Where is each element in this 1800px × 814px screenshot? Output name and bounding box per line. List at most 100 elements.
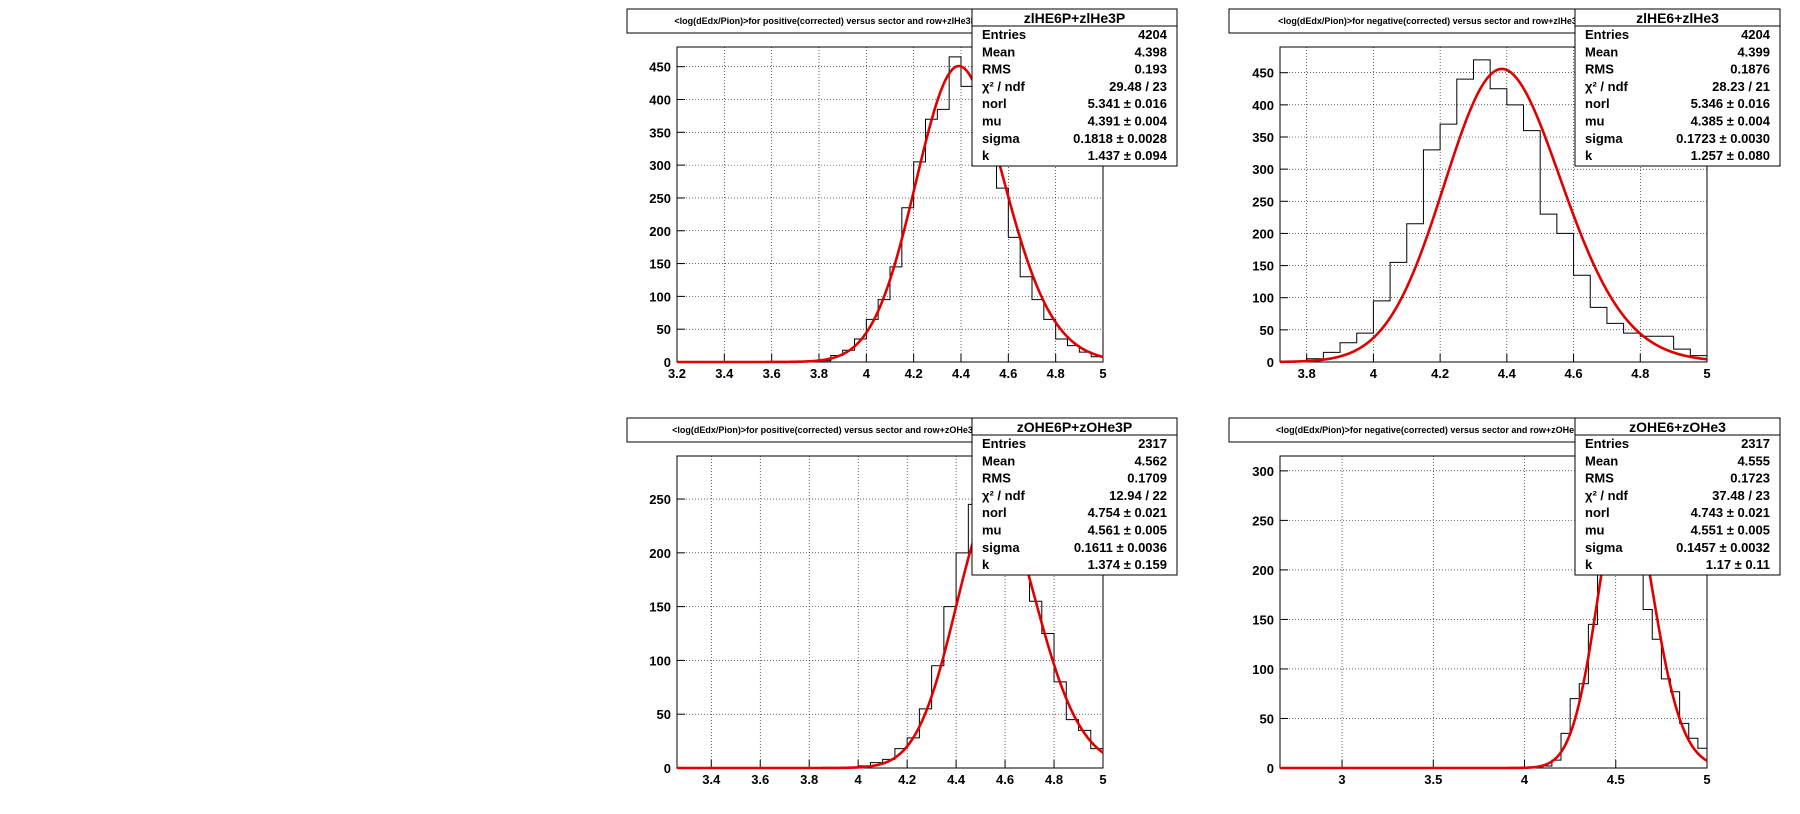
fit-curve [677,500,1104,770]
x-tick-label: 4.8 [1631,366,1649,381]
stats-title: zlHE6P+zlHe3P [1024,10,1126,26]
x-tick-label: 5 [1703,772,1710,787]
x-tick-label: 4.4 [947,772,966,787]
stats-label: Entries [1585,436,1629,451]
stats-value: 4204 [1741,27,1771,42]
stats-value: 0.1723 ± 0.0030 [1676,131,1770,146]
stats-value: 1.437 ± 0.094 [1088,148,1168,163]
x-tick-label: 4.8 [1047,366,1065,381]
stats-label: mu [982,523,1002,538]
stats-value: 5.346 ± 0.016 [1691,96,1770,111]
x-tick-label: 3.5 [1424,772,1442,787]
y-tick-label: 100 [649,289,671,304]
y-tick-label: 50 [1260,711,1274,726]
x-tick-label: 4.2 [905,366,923,381]
stats-title: zlHE6+zlHe3 [1636,10,1719,26]
x-tick-label: 3.6 [763,366,781,381]
stats-box [971,417,1178,576]
x-tick-label: 3.4 [715,366,734,381]
x-tick-label: 3.8 [1298,366,1316,381]
y-tick-label: 350 [1252,130,1274,145]
y-tick-label: 150 [649,600,671,615]
y-tick-label: 250 [1252,513,1274,528]
stats-label: mu [1585,114,1605,129]
title-box [1228,8,1627,34]
stats-value: 4.398 [1134,44,1167,59]
x-tick-label: 4.4 [1498,366,1517,381]
x-tick-label: 3 [1338,772,1345,787]
y-tick-label: 200 [1252,226,1274,241]
x-tick-label: 4 [863,366,871,381]
stats-label: k [982,148,990,163]
title-box [626,417,1025,443]
stats-value: 0.1457 ± 0.0032 [1676,540,1770,555]
x-tick-label: 4.6 [1565,366,1583,381]
x-tick-label: 4.2 [1431,366,1449,381]
stats-value: 0.1709 [1127,471,1167,486]
stats-value: 4.385 ± 0.004 [1691,114,1771,129]
chart-title: <log(dEdx/Pion)>for positive(corrected) … [672,425,979,435]
y-tick-label: 200 [649,224,671,239]
stats-value: 1.17 ± 0.11 [1706,557,1770,572]
stats-label: RMS [1585,62,1614,77]
stats-value: 1.257 ± 0.080 [1691,148,1770,163]
histogram [677,56,1104,363]
stats-value: 4.551 ± 0.005 [1691,523,1770,538]
chart-title: <log(dEdx/Pion)>for negative(corrected) … [1276,425,1579,435]
histogram-outline [677,56,1104,363]
stats-label: mu [1585,523,1605,538]
stats-value: 4.391 ± 0.004 [1088,114,1168,129]
stats-label: norl [1585,96,1610,111]
y-tick-label: 250 [649,191,671,206]
y-tick-label: 100 [649,653,671,668]
x-tick-label: 4.6 [996,772,1014,787]
stats-box [971,8,1178,167]
stats-label: χ² / ndf [982,79,1026,94]
stats-label: sigma [982,540,1020,555]
stats-value: 0.1723 [1730,471,1770,486]
x-tick-label: 4.2 [898,772,916,787]
stats-value: 4.743 ± 0.021 [1691,505,1770,520]
stats-label: sigma [982,131,1020,146]
x-tick-label: 5 [1099,772,1106,787]
y-tick-label: 200 [1252,563,1274,578]
histogram [1280,59,1708,363]
stats-label: Mean [982,453,1015,468]
stats-value: 2317 [1138,436,1167,451]
x-tick-label: 4.8 [1045,772,1063,787]
stats-value: 0.193 [1134,62,1167,77]
y-tick-label: 50 [657,322,671,337]
stats-value: 2317 [1741,436,1770,451]
stats-label: k [1585,148,1593,163]
y-tick-label: 450 [649,60,671,75]
x-tick-label: 3.8 [810,366,828,381]
y-tick-label: 50 [657,707,671,722]
y-tick-label: 100 [1252,662,1274,677]
y-tick-label: 250 [649,492,671,507]
x-tick-label: 3.2 [668,366,686,381]
stats-label: k [1585,557,1593,572]
stats-label: sigma [1585,540,1623,555]
y-tick-label: 150 [1252,612,1274,627]
stats-label: Entries [982,436,1026,451]
stats-label: Mean [1585,453,1618,468]
y-tick-label: 400 [649,93,671,108]
y-tick-label: 100 [1252,291,1274,306]
x-tick-label: 3.6 [751,772,769,787]
stats-label: norl [1585,505,1610,520]
stats-label: Entries [982,27,1026,42]
y-tick-label: 150 [649,257,671,272]
fit-curve [677,64,1104,364]
stats-value: 28.23 / 21 [1712,79,1770,94]
stats-value: 0.1818 ± 0.0028 [1073,131,1167,146]
x-tick-label: 4.4 [952,366,971,381]
stats-label: Entries [1585,27,1629,42]
x-tick-label: 4 [1521,772,1529,787]
x-tick-label: 3.4 [702,772,721,787]
y-tick-label: 400 [1252,98,1274,113]
y-tick-label: 300 [1252,162,1274,177]
stats-value: 5.341 ± 0.016 [1088,96,1167,111]
x-tick-label: 4 [855,772,863,787]
pad-1: 3.2 3.4 3.6 3.8 4 4.2 4.4 4.6 4.8 505010015020025… [626,8,1178,381]
